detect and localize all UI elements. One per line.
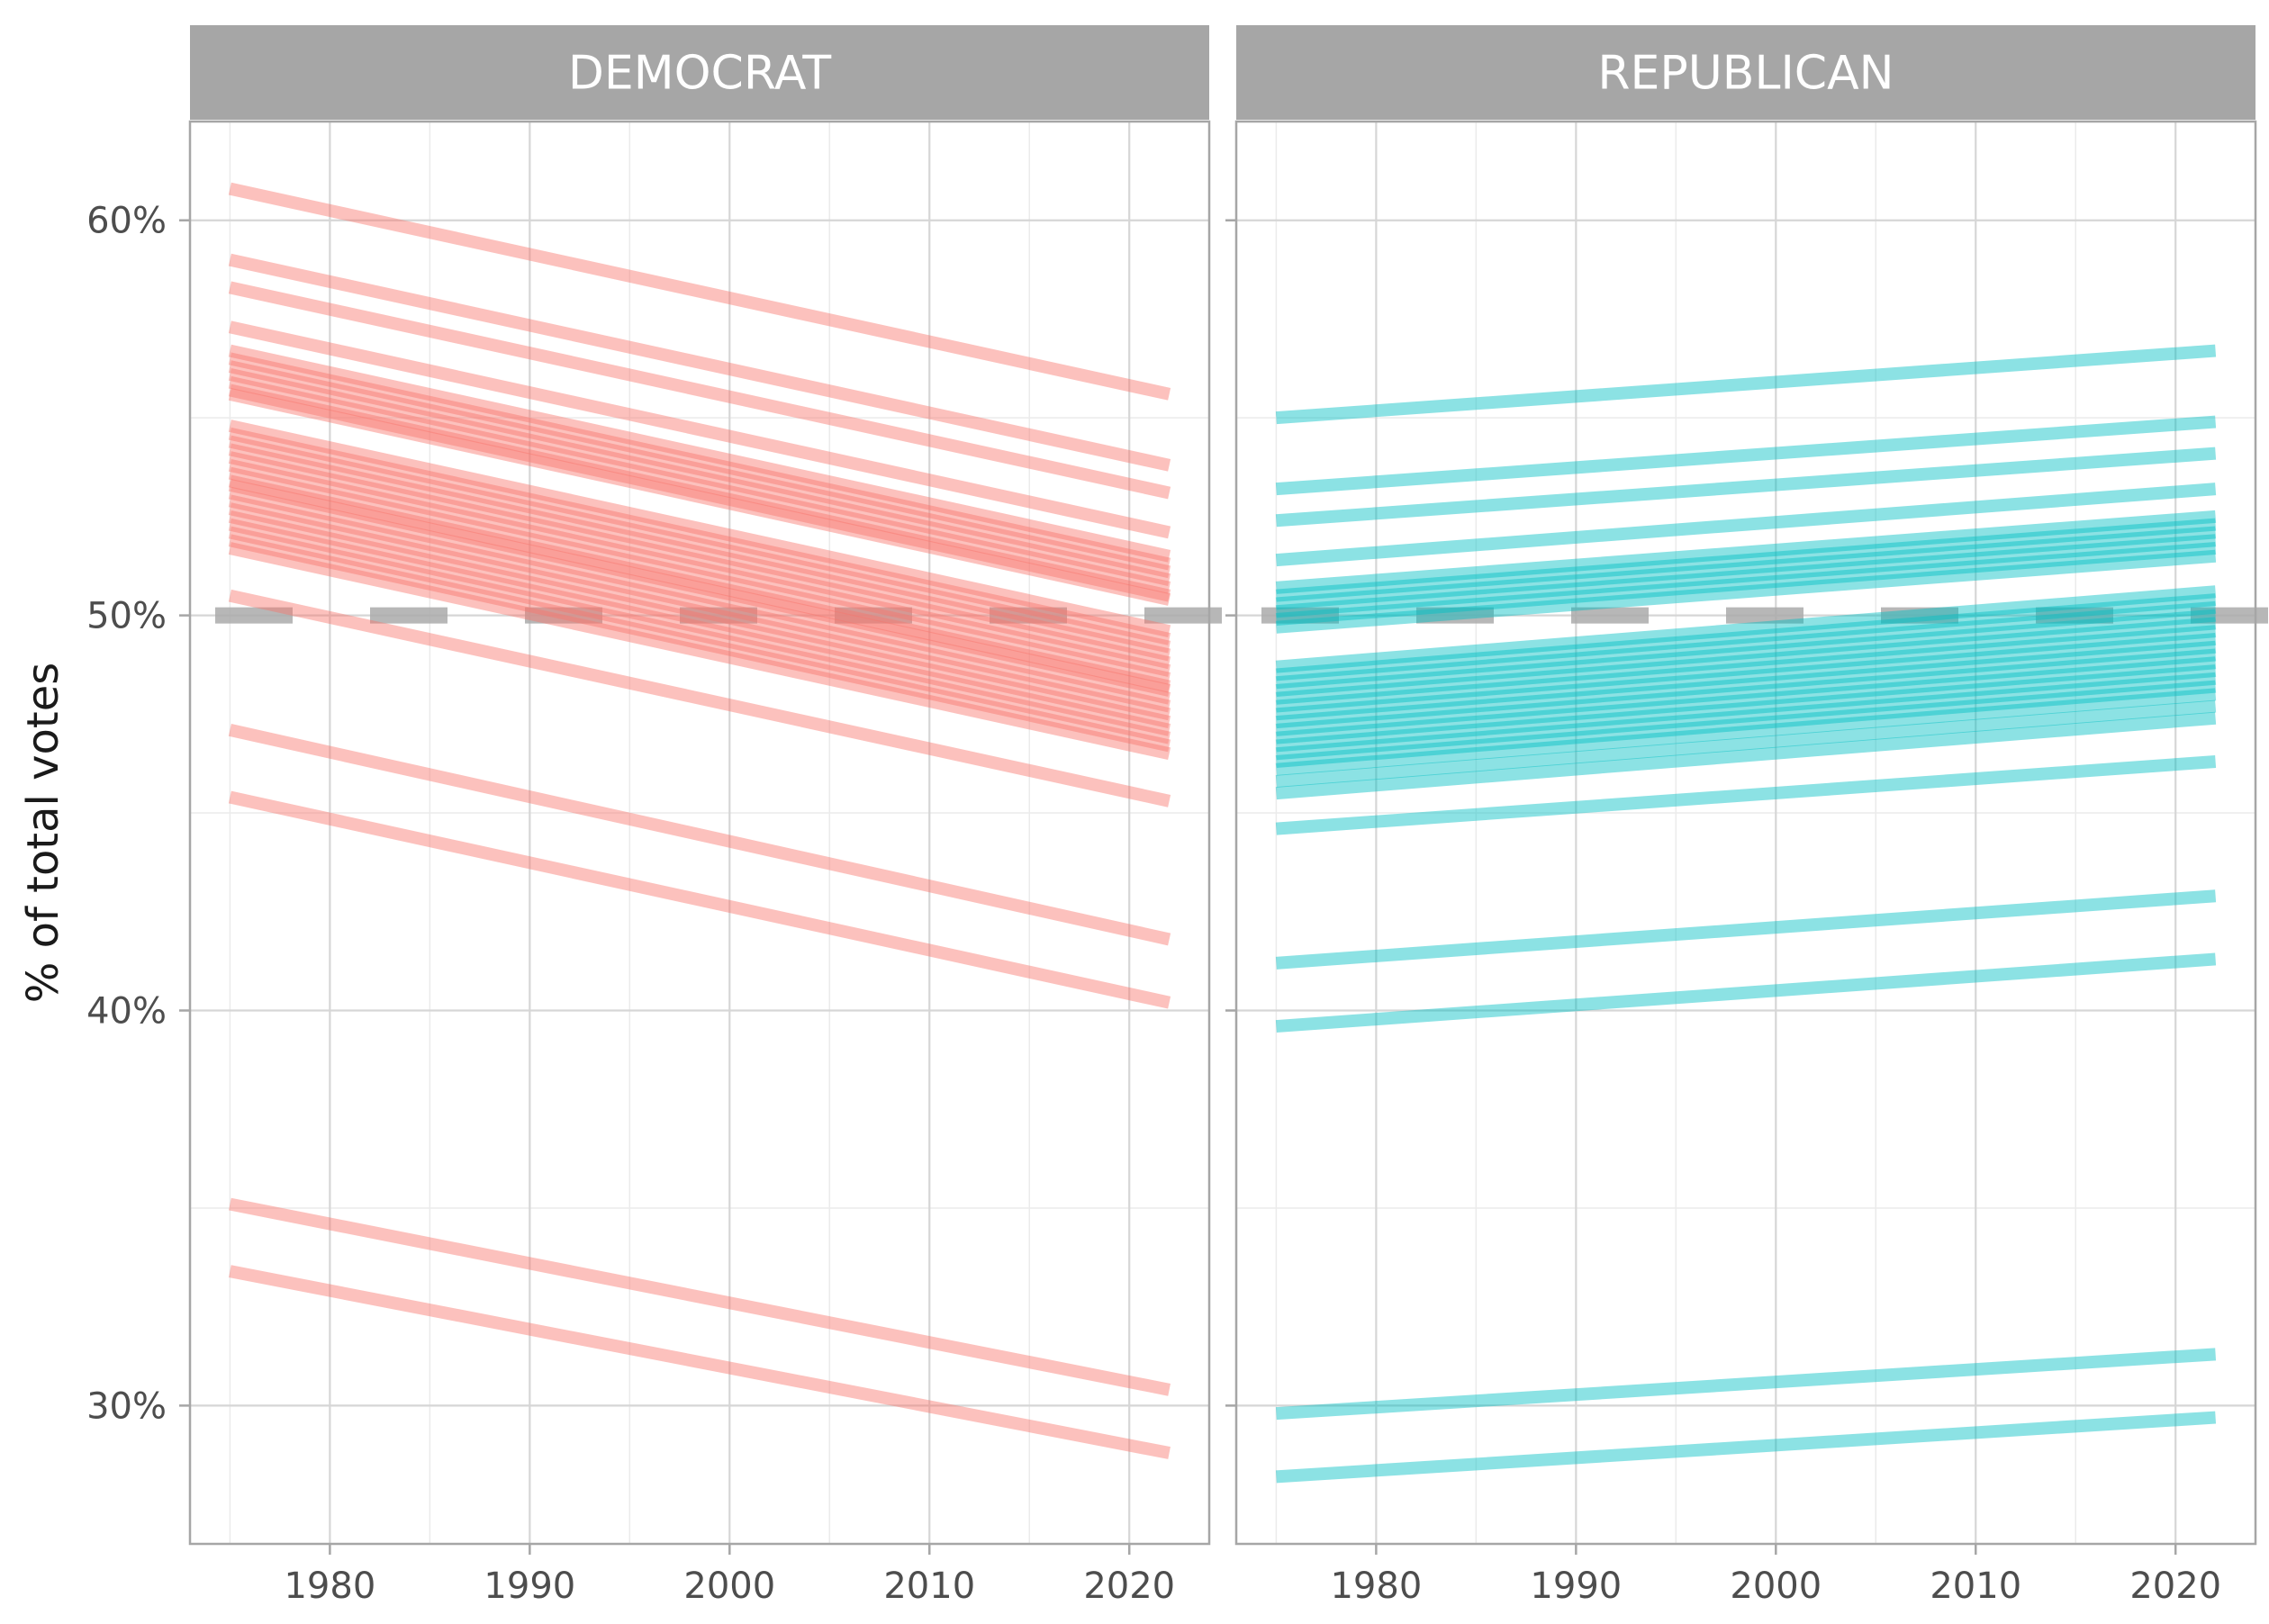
x-tick-label: 2000 <box>683 1565 775 1607</box>
series-line-democrat <box>228 182 1171 401</box>
series-line-republican <box>1275 625 2217 713</box>
series-line-republican <box>1275 518 2217 602</box>
series-line-republican <box>1275 526 2217 610</box>
series-line-republican <box>1275 415 2217 496</box>
series-line-republican <box>1275 648 2217 736</box>
series-line-republican <box>1275 755 2217 835</box>
series-layer <box>228 182 2217 1484</box>
series-line-republican <box>1275 889 2217 970</box>
panel-border-republican <box>1234 120 2257 1546</box>
series-line-democrat <box>228 790 1171 1009</box>
facet-strip-republican <box>1236 25 2255 120</box>
series-line-democrat <box>228 375 1171 594</box>
series-line-republican <box>1275 549 2217 634</box>
series-line-democrat <box>228 494 1171 713</box>
series-line-democrat <box>228 435 1171 654</box>
series-line-democrat <box>228 518 1171 736</box>
series-line-republican <box>1275 585 2217 673</box>
series-line-republican <box>1275 640 2217 729</box>
y-tick-label: 50% <box>86 596 167 637</box>
x-tick-label: 1980 <box>284 1565 375 1607</box>
y-tick-label: 60% <box>86 201 167 242</box>
series-line-republican <box>1275 593 2217 681</box>
series-line-republican <box>1275 1348 2217 1421</box>
series-line-democrat <box>228 360 1171 579</box>
panel-border-democrat <box>188 120 1211 1546</box>
y-axis-title: % of total votes <box>18 663 68 1004</box>
series-line-democrat <box>228 320 1171 539</box>
grid-layer <box>190 122 2255 1544</box>
series-line-republican <box>1275 510 2217 594</box>
series-line-republican <box>1275 688 2217 776</box>
text-layer: DEMOCRAT 1980 1990 2000 2010 2020 REPUBLICAN 19… <box>18 47 2221 1608</box>
series-line-republican <box>1275 617 2217 705</box>
series-line-democrat <box>228 443 1171 662</box>
x-tick-label: 1980 <box>1330 1565 1422 1607</box>
series-line-republican <box>1275 664 2217 753</box>
series-line-democrat <box>228 474 1171 693</box>
series-line-democrat <box>229 1197 1171 1396</box>
x-tick-label: 2010 <box>883 1565 975 1607</box>
series-line-republican <box>1275 534 2217 618</box>
x-tick-label: 2020 <box>2129 1565 2221 1607</box>
series-line-democrat <box>228 383 1171 602</box>
x-tick-label: 1990 <box>484 1565 575 1607</box>
series-line-democrat <box>228 478 1171 697</box>
series-line-democrat <box>228 368 1171 586</box>
series-line-republican <box>1275 699 2217 788</box>
series-line-democrat <box>229 1265 1171 1459</box>
y-tick-label: 30% <box>86 1385 167 1427</box>
series-line-democrat <box>228 420 1171 638</box>
series-line-democrat <box>228 534 1171 753</box>
series-line-democrat <box>228 344 1171 563</box>
series-line-democrat <box>228 589 1171 807</box>
series-line-democrat <box>228 352 1171 571</box>
x-tick-label: 2000 <box>1730 1565 1822 1607</box>
facet-label-democrat: DEMOCRAT <box>568 47 832 101</box>
x-tick-label: 1990 <box>1530 1565 1622 1607</box>
series-line-republican <box>1275 632 2217 721</box>
series-line-democrat <box>228 451 1171 670</box>
series-line-democrat <box>228 510 1171 728</box>
series-line-democrat <box>228 458 1171 677</box>
series-line-republican <box>1275 542 2217 626</box>
series-line-democrat <box>228 542 1171 761</box>
series-line-republican <box>1275 600 2217 690</box>
frame-layer <box>179 25 2257 1555</box>
series-line-republican <box>1275 656 2217 744</box>
series-line-republican <box>1275 344 2217 425</box>
y-tick-label: 40% <box>86 991 167 1033</box>
x-tick-label: 2010 <box>1930 1565 2021 1607</box>
series-line-democrat <box>228 526 1171 744</box>
series-line-republican <box>1275 447 2217 528</box>
series-line-republican <box>1275 680 2217 768</box>
series-line-republican <box>1275 952 2217 1033</box>
facet-label-republican: REPUBLICAN <box>1597 47 1894 101</box>
series-line-democrat <box>228 502 1171 721</box>
series-line-republican <box>1275 609 2217 697</box>
series-line-democrat <box>228 427 1171 645</box>
series-line-democrat <box>228 387 1171 606</box>
series-line-republican <box>1275 711 2217 800</box>
series-line-republican <box>1275 672 2217 761</box>
series-line-democrat <box>228 281 1171 500</box>
series-line-democrat <box>228 724 1171 946</box>
x-tick-label: 2020 <box>1083 1565 1175 1607</box>
series-line-republican <box>1275 1411 2217 1484</box>
series-line-democrat <box>228 253 1171 472</box>
series-line-republican <box>1275 483 2217 567</box>
facet-strip-democrat <box>190 25 1209 120</box>
series-line-democrat <box>228 486 1171 705</box>
series-line-democrat <box>228 466 1171 685</box>
